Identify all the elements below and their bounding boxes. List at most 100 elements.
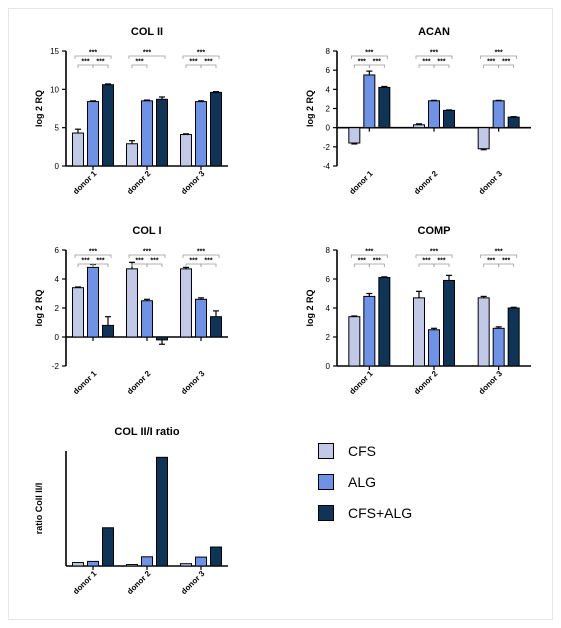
legend-label-alg: ALG — [348, 474, 377, 490]
y-tick-label: 4 — [55, 275, 60, 284]
significance-label: *** — [81, 258, 89, 265]
y-tick-label: 2 — [326, 333, 331, 342]
y-tick-label: 15 — [50, 47, 59, 56]
significance-label: *** — [143, 249, 151, 256]
chart-title: COMP — [418, 225, 451, 237]
significance-label: *** — [365, 249, 373, 256]
legend-swatch-cfs — [318, 443, 334, 459]
y-tick-label: 0 — [326, 362, 331, 371]
figure-frame — [8, 8, 553, 620]
significance-label: *** — [437, 59, 445, 66]
bar — [348, 127, 361, 144]
significance-bracket — [498, 263, 515, 267]
bar — [141, 556, 153, 567]
significance-bracket — [350, 254, 388, 258]
bar — [492, 327, 505, 367]
x-tick-label: donor 3 — [179, 569, 206, 596]
x-tick-label: donor 3 — [179, 169, 206, 196]
bar — [126, 143, 138, 167]
significance-label: *** — [430, 50, 438, 57]
significance-label: *** — [81, 59, 89, 66]
x-tick-label: donor 1 — [348, 169, 375, 196]
chart-title: ACAN — [418, 26, 450, 38]
bar — [72, 562, 84, 567]
significance-label: *** — [437, 258, 445, 265]
bar — [87, 560, 99, 567]
y-tick-label: -2 — [323, 143, 331, 152]
significance-bracket — [92, 64, 109, 68]
significance-label: *** — [150, 258, 158, 265]
bar — [180, 268, 192, 338]
significance-label: *** — [204, 258, 212, 265]
significance-bracket — [74, 254, 112, 258]
legend-swatch-cfs-alg — [318, 505, 334, 521]
x-tick-label: donor 1 — [348, 369, 375, 396]
y-tick-label: -2 — [52, 362, 60, 371]
bar — [428, 329, 440, 367]
legend-item-cfs: CFS — [318, 440, 412, 462]
significance-label: *** — [487, 258, 495, 265]
bar — [102, 84, 114, 167]
significance-bracket — [182, 55, 220, 59]
significance-label: *** — [197, 249, 205, 256]
bar — [443, 109, 455, 129]
legend-swatch-alg — [318, 474, 334, 490]
chart-title: COL II — [131, 26, 163, 38]
bar — [477, 127, 490, 150]
legend-label-cfs-alg: CFS+ALG — [348, 505, 413, 521]
significance-bracket — [433, 64, 450, 68]
significance-label: *** — [495, 50, 503, 57]
significance-bracket — [200, 263, 217, 267]
significance-bracket — [200, 64, 217, 68]
x-tick-label: donor 1 — [71, 369, 98, 396]
bar — [428, 100, 440, 129]
significance-label: *** — [502, 59, 510, 66]
significance-label: *** — [189, 59, 197, 66]
legend-item-alg: ALG — [318, 471, 412, 493]
bar — [195, 101, 207, 167]
significance-label: *** — [373, 258, 381, 265]
bar — [443, 279, 455, 367]
y-tick-label: 5 — [55, 124, 60, 133]
y-axis-label: log 2 RQ — [34, 289, 44, 326]
x-tick-label: donor 2 — [125, 569, 152, 596]
significance-label: *** — [422, 258, 430, 265]
y-tick-label: 6 — [55, 246, 60, 255]
significance-bracket — [131, 64, 148, 68]
bar — [348, 316, 361, 367]
significance-label: *** — [204, 59, 212, 66]
bar — [156, 98, 168, 167]
significance-bracket — [92, 263, 109, 267]
x-tick-label: donor 1 — [71, 169, 98, 196]
legend-label-cfs: CFS — [348, 443, 376, 459]
bar — [363, 74, 376, 129]
x-tick-label: donor 1 — [71, 569, 98, 596]
y-axis-label: log 2 RQ — [305, 90, 315, 127]
significance-label: *** — [89, 50, 97, 57]
significance-bracket — [350, 55, 388, 59]
significance-label: *** — [430, 249, 438, 256]
chart-panel-5: COL II/I ratio ratio Coll II/I donor 1 dono… — [34, 426, 228, 596]
y-tick-label: 8 — [326, 47, 331, 56]
bar — [492, 100, 505, 129]
y-tick-label: 6 — [326, 66, 331, 75]
bar — [378, 277, 391, 367]
bar — [413, 124, 425, 129]
y-tick-label: 10 — [50, 85, 59, 94]
bar — [507, 307, 520, 367]
x-tick-label: donor 2 — [125, 369, 152, 396]
y-tick-label: 0 — [326, 124, 331, 133]
x-tick-label: donor 2 — [412, 369, 439, 396]
significance-bracket — [480, 254, 518, 258]
bar — [210, 546, 222, 567]
significance-bracket — [74, 55, 112, 59]
significance-label: *** — [135, 59, 143, 66]
bar — [378, 86, 391, 129]
bar — [126, 268, 138, 338]
bar — [141, 300, 153, 338]
x-tick-label: donor 3 — [477, 369, 504, 396]
bar — [87, 266, 99, 338]
